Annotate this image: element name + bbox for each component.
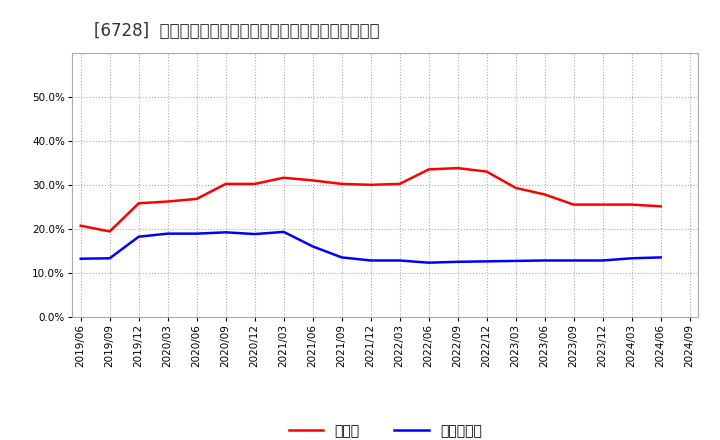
- 有利子負債: [308, 244, 317, 249]
- Line: 現預金: 現預金: [81, 168, 661, 231]
- 現預金: [338, 181, 346, 187]
- 有利子負債: [338, 255, 346, 260]
- 現預金: [395, 181, 404, 187]
- 現預金: [482, 169, 491, 174]
- 現預金: [454, 165, 462, 171]
- 有利子負債: [482, 259, 491, 264]
- 有利子負債: [541, 258, 549, 263]
- 有利子負債: [192, 231, 201, 236]
- 有利子負債: [366, 258, 375, 263]
- 有利子負債: [598, 258, 607, 263]
- 有利子負債: [76, 256, 85, 261]
- 現預金: [105, 229, 114, 234]
- 有利子負債: [251, 231, 259, 237]
- 現預金: [76, 223, 85, 228]
- 現預金: [366, 182, 375, 187]
- 有利子負債: [657, 255, 665, 260]
- 現預金: [221, 181, 230, 187]
- Text: [6728]  現預金、有利子負債の総資産に対する比率の推移: [6728] 現預金、有利子負債の総資産に対する比率の推移: [94, 22, 379, 40]
- 現預金: [627, 202, 636, 207]
- 現預金: [511, 185, 520, 191]
- 現預金: [163, 199, 172, 204]
- 現預金: [598, 202, 607, 207]
- 現預金: [570, 202, 578, 207]
- 現預金: [308, 178, 317, 183]
- 現預金: [251, 181, 259, 187]
- Legend: 現預金, 有利子負債: 現預金, 有利子負債: [289, 424, 482, 438]
- 現預金: [541, 192, 549, 197]
- 有利子負債: [279, 229, 288, 235]
- 有利子負債: [627, 256, 636, 261]
- 有利子負債: [395, 258, 404, 263]
- 有利子負債: [163, 231, 172, 236]
- 有利子負債: [105, 256, 114, 261]
- 有利子負債: [135, 234, 143, 239]
- 現預金: [657, 204, 665, 209]
- 現預金: [279, 175, 288, 180]
- 有利子負債: [511, 258, 520, 264]
- Line: 有利子負債: 有利子負債: [81, 232, 661, 263]
- 現預金: [192, 196, 201, 202]
- 有利子負債: [221, 230, 230, 235]
- 現預金: [135, 201, 143, 206]
- 有利子負債: [454, 259, 462, 264]
- 有利子負債: [424, 260, 433, 265]
- 有利子負債: [570, 258, 578, 263]
- 現預金: [424, 167, 433, 172]
